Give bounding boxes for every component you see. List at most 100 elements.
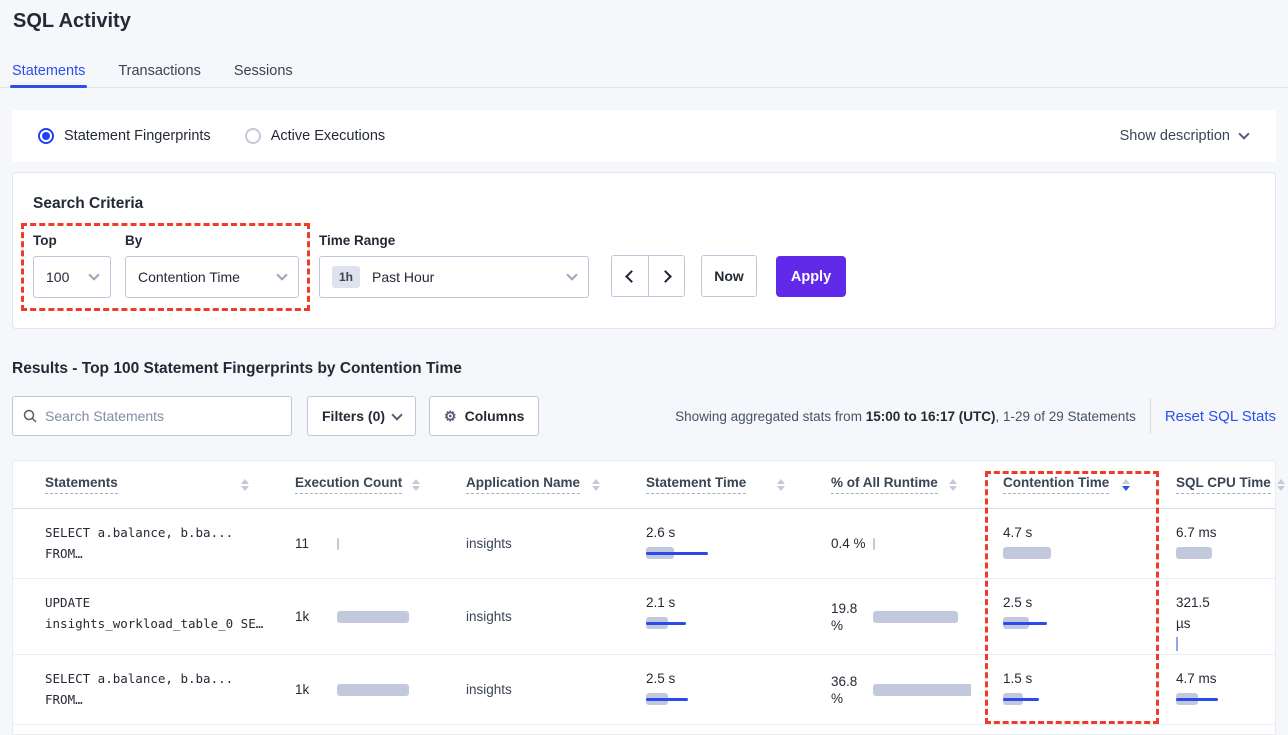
results-controls-row: Filters (0) ⚙ Columns Showing aggregated… bbox=[12, 396, 1276, 436]
reset-sql-stats-link[interactable]: Reset SQL Stats bbox=[1164, 407, 1276, 425]
column-header-label: Application Name bbox=[466, 475, 581, 494]
statement-fingerprint-link[interactable]: SELECT a.balance, b.ba... FROM… bbox=[45, 671, 234, 707]
execution-count-cell: 11 bbox=[263, 509, 434, 578]
value-bar bbox=[337, 683, 420, 697]
sort-icon[interactable] bbox=[949, 478, 957, 491]
sort-icon[interactable] bbox=[412, 478, 420, 491]
value-bar bbox=[337, 610, 420, 624]
table-row[interactable]: UPDATE insights_workload_table_0 SE… 1k ins… bbox=[13, 579, 1275, 655]
top-field: Top 100 bbox=[33, 233, 111, 298]
radio-statement-fingerprints[interactable]: Statement Fingerprints bbox=[38, 128, 211, 144]
radio-active-executions[interactable]: Active Executions bbox=[244, 128, 386, 144]
column-header-label: Statement Time bbox=[646, 475, 747, 494]
filters-button[interactable]: Filters (0) bbox=[307, 396, 417, 436]
tab-sessions[interactable]: Sessions bbox=[233, 63, 293, 79]
radio-label: Active Executions bbox=[270, 128, 386, 144]
search-criteria-heading: Search Criteria bbox=[33, 195, 144, 212]
radio-selected-icon bbox=[38, 128, 54, 144]
column-header-label: Contention Time bbox=[1003, 475, 1110, 494]
execution-count-cell: 1k bbox=[263, 579, 434, 654]
table-row[interactable]: SELECT a.balance, b.ba... FROM… 11 insights… bbox=[13, 509, 1275, 579]
column-header-execution-count[interactable]: Execution Count bbox=[263, 461, 434, 508]
value-bar bbox=[1176, 546, 1261, 560]
sort-icon[interactable] bbox=[241, 478, 249, 491]
top-label: Top bbox=[33, 233, 57, 248]
value-bar bbox=[873, 683, 971, 697]
by-select-value: Contention Time bbox=[138, 269, 240, 285]
contention-time-cell: 1.5 s bbox=[971, 655, 1144, 724]
next-time-button[interactable] bbox=[648, 255, 685, 297]
previous-time-button[interactable] bbox=[611, 255, 648, 297]
sort-icon[interactable] bbox=[1276, 478, 1285, 491]
column-header-statement-time[interactable]: Statement Time bbox=[614, 461, 799, 508]
top-select-value: 100 bbox=[46, 269, 70, 285]
application-name-cell: insights bbox=[466, 536, 512, 551]
search-criteria-card: Search Criteria Top 100 By Contention Ti… bbox=[12, 172, 1276, 329]
statements-table: Statements Execution Count Application Nam… bbox=[12, 460, 1285, 735]
show-description-label: Show description bbox=[1119, 128, 1230, 144]
column-header-sql-cpu-time[interactable]: SQL CPU Time bbox=[1144, 461, 1288, 508]
sql-cpu-time-cell: 4.7 ms bbox=[1144, 655, 1275, 724]
radio-label: Statement Fingerprints bbox=[64, 128, 211, 144]
page-title: SQL Activity bbox=[13, 10, 131, 32]
column-header-statements[interactable]: Statements bbox=[13, 461, 263, 508]
sort-icon[interactable] bbox=[777, 478, 785, 491]
sort-icon[interactable] bbox=[592, 478, 600, 491]
by-label: By bbox=[125, 233, 143, 248]
contention-time-cell: 4.7 s bbox=[971, 509, 1144, 578]
chevron-down-icon bbox=[88, 269, 100, 281]
value-bar bbox=[873, 610, 958, 624]
pct-of-all-runtime-cell: 19.8% bbox=[799, 579, 971, 654]
by-field: By Contention Time bbox=[125, 233, 299, 298]
columns-button[interactable]: ⚙ Columns bbox=[429, 396, 540, 436]
pct-of-all-runtime-cell: 0.4 % bbox=[799, 509, 971, 578]
time-range-select[interactable]: 1h Past Hour bbox=[319, 256, 589, 298]
show-description-toggle[interactable]: Show description bbox=[1119, 128, 1250, 144]
tab-bar: Statements Transactions Sessions bbox=[0, 55, 1288, 88]
chevron-right-icon bbox=[658, 269, 672, 283]
sort-icon[interactable] bbox=[1122, 478, 1130, 491]
column-header-contention-time[interactable]: Contention Time bbox=[971, 461, 1144, 508]
time-range-value: Past Hour bbox=[372, 269, 435, 285]
column-header-label: Execution Count bbox=[295, 475, 403, 494]
column-header-of-all-runtime[interactable]: % of All Runtime bbox=[799, 461, 971, 508]
time-range-field: Time Range 1h Past Hour bbox=[319, 233, 589, 298]
statement-fingerprint-link[interactable]: UPDATE insights_workload_table_0 SE… bbox=[45, 595, 263, 631]
top-select[interactable]: 100 bbox=[33, 256, 111, 298]
value-bar bbox=[873, 537, 957, 551]
chevron-down-icon bbox=[276, 269, 288, 281]
tab-statements[interactable]: Statements bbox=[9, 55, 88, 88]
divider bbox=[1149, 398, 1151, 434]
value-bar bbox=[337, 537, 420, 551]
value-bar bbox=[1003, 546, 1130, 560]
statement-time-cell: 2.1 s bbox=[614, 579, 799, 654]
value-bar bbox=[646, 692, 785, 706]
table-row[interactable]: SELECT a.balance, b.ba... FROM… 1k insights… bbox=[13, 655, 1275, 725]
statement-time-cell: 2.5 s bbox=[614, 655, 799, 724]
contention-time-cell: 2.5 s bbox=[971, 579, 1144, 654]
column-header-application-name[interactable]: Application Name bbox=[434, 461, 614, 508]
results-heading: Results - Top 100 Statement Fingerprints… bbox=[12, 360, 462, 377]
search-statements-box[interactable] bbox=[12, 396, 292, 436]
columns-label: Columns bbox=[464, 408, 525, 424]
aggregated-stats-text: Showing aggregated stats from 15:00 to 1… bbox=[675, 408, 1136, 424]
search-statements-input[interactable] bbox=[45, 408, 281, 424]
value-bar bbox=[1176, 692, 1261, 706]
column-header-label: Statements bbox=[45, 475, 118, 494]
gear-icon: ⚙ bbox=[444, 408, 457, 424]
value-bar bbox=[1176, 637, 1261, 651]
tab-transactions[interactable]: Transactions bbox=[118, 63, 201, 79]
statement-fingerprint-link[interactable]: SELECT a.balance, b.ba... FROM… bbox=[45, 525, 234, 561]
pct-of-all-runtime-cell: 36.8% bbox=[799, 655, 971, 724]
view-toggle-bar: Statement Fingerprints Active Executions … bbox=[12, 110, 1276, 162]
now-button[interactable]: Now bbox=[701, 255, 757, 297]
value-bar bbox=[646, 616, 785, 630]
application-name-cell: insights bbox=[466, 609, 512, 624]
by-select[interactable]: Contention Time bbox=[125, 256, 299, 298]
time-range-badge: 1h bbox=[332, 266, 361, 288]
chevron-down-icon bbox=[391, 409, 403, 421]
application-name-cell: insights bbox=[466, 682, 512, 697]
apply-button[interactable]: Apply bbox=[776, 256, 846, 297]
filters-label: Filters (0) bbox=[322, 408, 386, 424]
table-header-row: Statements Execution Count Application Nam… bbox=[13, 461, 1285, 509]
